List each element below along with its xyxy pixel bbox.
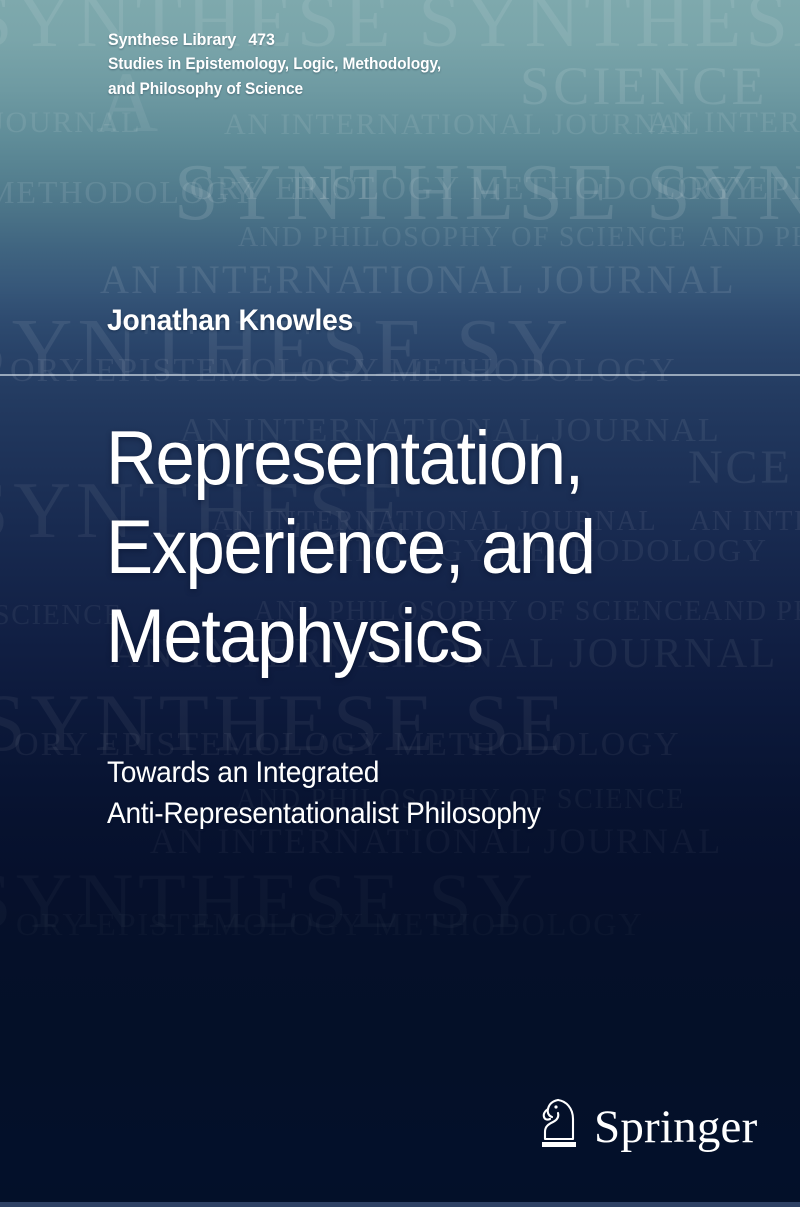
watermark-text: SYNTHESE SY bbox=[0, 856, 537, 946]
title-line-2: Experience, and bbox=[106, 505, 596, 590]
header-divider-rule bbox=[0, 374, 800, 376]
book-subtitle: Towards an Integrated Anti-Representatio… bbox=[107, 752, 727, 834]
watermark-text: AN INTERNATIONAL JOURNAL bbox=[100, 257, 737, 302]
watermark-text: AN INTERNATIONAL JOURNAL bbox=[224, 108, 702, 141]
watermark-text: ORY EPIST bbox=[662, 170, 800, 207]
publisher-logo: Springer bbox=[536, 1096, 757, 1154]
series-block: Synthese Library 473 Studies in Epistemol… bbox=[108, 27, 708, 102]
author-name: Jonathan Knowles bbox=[107, 304, 354, 337]
watermark-text: AND PHIL bbox=[700, 222, 800, 253]
series-subtitle-line-1: Studies in Epistemology, Logic, Methodol… bbox=[108, 55, 442, 73]
watermark-text: ORY EPIST bbox=[190, 170, 377, 207]
watermark-text: ORY EPISTEMOLOGY METHODOLOGY bbox=[10, 352, 677, 389]
watermark-text: METHODOLOGY bbox=[0, 174, 256, 210]
title-line-1: Representation, bbox=[106, 416, 584, 501]
subtitle-line-2: Anti-Representationalist Philosophy bbox=[107, 797, 541, 830]
watermark-text: SCIENCE bbox=[0, 600, 123, 631]
series-number: 473 bbox=[248, 30, 275, 49]
subtitle-line-1: Towards an Integrated bbox=[107, 756, 380, 789]
series-name-and-number: Synthese Library 473 bbox=[108, 27, 672, 52]
book-title: Representation, Experience, and Metaphys… bbox=[106, 414, 746, 681]
watermark-text: ORY EPISTEMOLOGY METHODOLOGY bbox=[16, 906, 643, 943]
title-line-3: Metaphysics bbox=[106, 594, 484, 679]
watermark-text: AN INTER bbox=[648, 106, 800, 139]
springer-wordmark: Springer bbox=[594, 1100, 758, 1153]
watermark-text: AND PHILOSOPHY OF SCIENCE bbox=[238, 222, 688, 253]
watermark-text: SYNTHESE SYN bbox=[174, 149, 800, 237]
series-name: Synthese Library bbox=[108, 30, 237, 49]
series-subtitle-line-2: and Philosophy of Science bbox=[108, 80, 304, 98]
watermark-text: HIOLOGY METHODOLOGY bbox=[292, 170, 758, 207]
springer-knight-icon bbox=[542, 1098, 576, 1147]
watermark-text: JOURNAL bbox=[0, 106, 142, 139]
